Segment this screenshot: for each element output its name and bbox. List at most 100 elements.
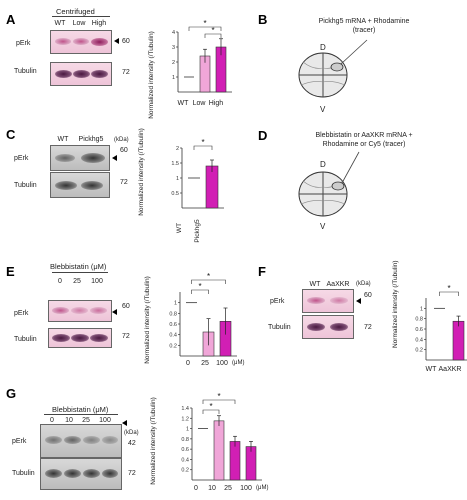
- lane-label: WT: [309, 281, 321, 288]
- y-tick-label: 0.2: [181, 468, 189, 474]
- band: [52, 307, 69, 314]
- panel-letter-c: C: [6, 127, 16, 142]
- x-tick-label: Low: [192, 100, 206, 107]
- y-tick-label: 0.6: [169, 322, 177, 328]
- y-axis-label-e: Normalized intensity (/Tubulin): [144, 276, 151, 364]
- chart-g: 0.2 0.4 0.6 0.8 1 1.2 1.4 * *: [181, 392, 262, 481]
- significance-bracket: [202, 399, 236, 404]
- blot-tubulin-g: [40, 458, 122, 490]
- x-tick-label: High: [208, 100, 224, 107]
- dorsal-label: D: [320, 160, 326, 169]
- y-tick-label: 1: [186, 427, 189, 433]
- significance-star: *: [217, 392, 220, 401]
- x-tick-label: WT: [425, 366, 437, 373]
- condition-label-a: Centrifuged: [56, 7, 95, 16]
- blot-label: pErk: [12, 438, 27, 445]
- band: [45, 469, 62, 478]
- panel-letter-e: E: [6, 264, 15, 279]
- band: [73, 38, 89, 45]
- kda-mark: 72: [364, 324, 372, 331]
- arrowhead-icon: [112, 155, 117, 161]
- blot-label: Tubulin: [14, 182, 37, 189]
- x-tick-label: 100: [240, 485, 252, 492]
- significance-star: *: [209, 402, 212, 411]
- bar: [198, 429, 208, 480]
- x-tick-label: 25: [224, 485, 232, 492]
- embryo-illustration-d: [298, 151, 360, 217]
- lane-label: 25: [82, 417, 90, 424]
- bar: [229, 441, 241, 481]
- y-tick-label: 1: [172, 75, 175, 81]
- significance-star: *: [211, 26, 214, 35]
- lane-label: 0: [50, 417, 54, 424]
- significance-star: *: [207, 272, 210, 281]
- ventral-label: V: [320, 105, 326, 114]
- lane-label: Low: [72, 20, 86, 27]
- band: [55, 38, 71, 45]
- significance-bracket: [191, 279, 226, 284]
- panel-letter-a: A: [6, 12, 16, 27]
- y-axis-label-f: Normalized intensity (/Tubulin): [392, 260, 399, 348]
- x-tick-label: WT: [177, 100, 189, 107]
- lane-label: 10: [65, 417, 73, 424]
- x-tick-label: 25: [201, 360, 209, 367]
- band: [307, 323, 325, 331]
- x-tick-label: AaXKR: [438, 366, 462, 373]
- blot-tubulin-a: [50, 62, 112, 86]
- kda-header: (kDa): [114, 137, 129, 143]
- band: [83, 436, 100, 444]
- kda-mark: 72: [128, 470, 136, 477]
- injection-label-d: Blebbistatin or AaXKR mRNA + Rhodamine o…: [315, 132, 413, 148]
- y-axis-label-c: Normalized intensity (/Tubulin): [138, 128, 145, 216]
- blot-perk-e: [48, 300, 112, 322]
- y-axis-label-a: Normalized intensity (/Tubulin): [148, 31, 155, 119]
- arrowhead-icon: [112, 309, 117, 315]
- arrowhead-icon: [356, 298, 361, 304]
- band: [64, 469, 81, 478]
- y-tick-label: 1: [174, 301, 177, 307]
- band: [307, 297, 325, 304]
- injection-label-b: Pickhg5 mRNA + Rhodamine (tracer): [318, 18, 410, 34]
- arrowhead-icon: [122, 420, 127, 426]
- x-tick-label: 10: [208, 485, 216, 492]
- lane-label: WT: [54, 20, 66, 27]
- kda-mark: 60: [120, 147, 128, 154]
- band: [81, 153, 105, 163]
- bar: [434, 308, 445, 360]
- significance-bracket: [202, 409, 220, 414]
- y-axis-label-g: Normalized intensity (/Tubulin): [150, 397, 157, 485]
- blot-perk-a: [50, 30, 112, 54]
- condition-label-e: Blebbistatin (μM): [50, 262, 107, 271]
- y-tick-label: 1.2: [181, 416, 189, 422]
- y-tick-label: 0.2: [415, 348, 423, 354]
- band: [83, 469, 100, 478]
- y-tick-label: 4: [172, 30, 175, 36]
- band: [52, 334, 70, 342]
- band: [102, 469, 118, 478]
- band: [55, 181, 77, 190]
- kda-mark: 60: [122, 38, 130, 45]
- significance-bracket: [193, 145, 213, 150]
- y-tick-label: 2: [172, 60, 175, 66]
- kda-header: (kDa): [124, 430, 139, 436]
- blot-label: Tubulin: [268, 324, 291, 331]
- bar: [213, 420, 225, 481]
- significance-star: *: [447, 284, 450, 293]
- band: [55, 154, 75, 162]
- dorsal-label: D: [320, 43, 326, 52]
- band: [71, 307, 88, 314]
- y-tick-label: 0.6: [181, 447, 189, 453]
- blot-label: pErk: [14, 310, 29, 317]
- significance-bracket: [204, 33, 222, 38]
- panel-letter-d: D: [258, 128, 268, 143]
- panel-letter-g: G: [6, 386, 17, 401]
- arrowhead-icon: [114, 38, 119, 44]
- y-tick-label: 0.8: [181, 437, 189, 443]
- band: [330, 323, 348, 331]
- x-tick-label: Pickhg5: [194, 219, 201, 243]
- bar: [452, 320, 465, 361]
- significance-bracket: [439, 291, 459, 296]
- y-tick-label: 3: [172, 45, 175, 51]
- band: [81, 181, 103, 190]
- embryo-illustration-b: [298, 39, 368, 98]
